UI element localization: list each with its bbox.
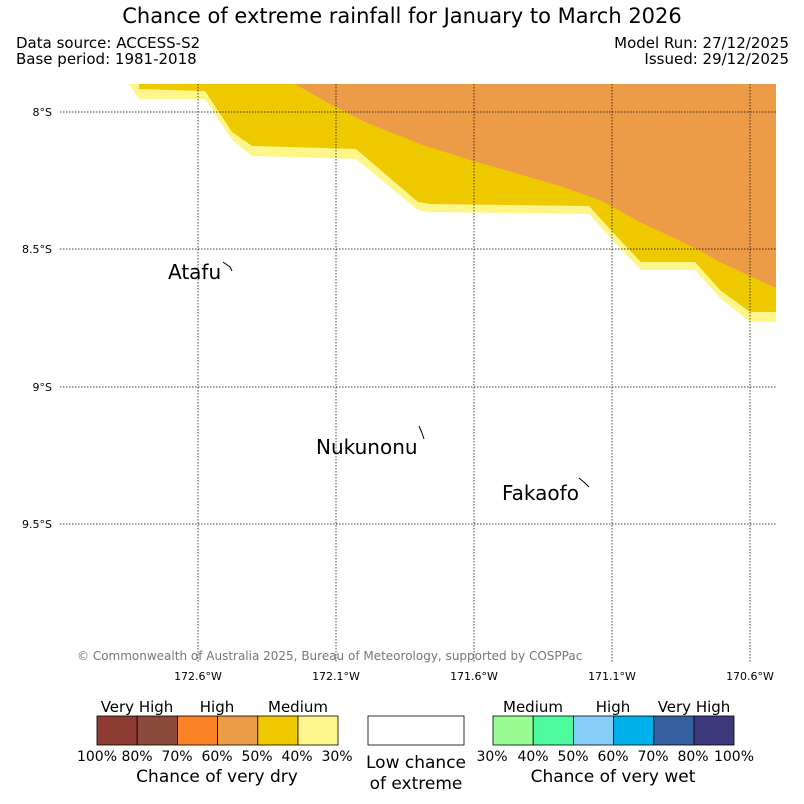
lon-label: 172.6°W [174,670,222,683]
legend-swatch [297,715,339,746]
legend-tick: 80% [677,749,708,765]
nukunonu-outline [418,425,425,440]
legend-swatch [217,715,259,746]
legend-tick: 50% [557,749,588,765]
lon-label: 170.6°W [726,670,774,683]
lon-label: 171.6°W [450,670,498,683]
lat-labels: 8°S 8.5°S 9°S 9.5°S [22,106,52,531]
gridlines [60,84,776,662]
legend-tick: 30% [321,749,352,765]
lon-label: 171.1°W [588,670,636,683]
island-outlines [222,261,590,488]
legend-tick: 60% [597,749,628,765]
legend-swatch [136,715,178,746]
legend-dry-medium: Medium [268,698,328,716]
legend: Very High High Medium 100% 80% 70% 60% 5… [77,698,754,794]
legend-swatch [257,715,299,746]
lon-labels: 172.6°W 172.1°W 171.6°W 171.1°W 170.6°W [174,670,774,683]
lat-label: 9°S [33,381,52,394]
legend-dry: Very High High Medium 100% 80% 70% 60% 5… [77,698,353,787]
legend-swatch [532,715,574,746]
legend-wet: Medium High Very High 30% 40% 50% 60% 70… [476,698,754,787]
legend-tick: 70% [161,749,192,765]
legend-tick: 60% [201,749,232,765]
copyright-notice: © Commonwealth of Australia 2025, Bureau… [77,649,582,663]
legend-swatch [613,715,655,746]
legend-tick: 30% [476,749,507,765]
legend-dry-caption: Chance of very dry [136,767,298,787]
model-run: Model Run: 27/12/2025 [614,34,789,52]
meta-left: Data source: ACCESS-S2 Base period: 1981… [16,35,200,67]
dry-zones [129,84,776,322]
lat-label: 8.5°S [22,243,52,256]
legend-swatch [693,715,735,746]
legend-swatch [176,715,218,746]
legend-low-caption-1: Low chance [366,753,466,773]
legend-dry-very-high: Very High [101,698,174,716]
legend-tick: 40% [281,749,312,765]
legend-tick: 70% [637,749,668,765]
legend-low: Low chance of extreme [366,715,466,794]
fakaofo-outline [578,477,590,488]
legend-tick: 50% [241,749,272,765]
atafu-outline [222,261,233,272]
island-label-atafu: Atafu [168,260,221,284]
lat-label: 8°S [33,106,52,119]
legend-tick: 80% [121,749,152,765]
legend-swatch [653,715,695,746]
legend-wet-caption: Chance of very wet [531,767,696,787]
data-source: Data source: ACCESS-S2 [16,34,201,52]
legend-dry-high: High [200,698,234,716]
legend-low-caption-2: of extreme [370,774,463,794]
base-period: Base period: 1981-2018 [16,50,197,68]
island-label-nukunonu: Nukunonu [316,435,418,459]
legend-low-swatch [367,715,465,746]
legend-tick: 100% [77,749,117,765]
zone-orange [295,84,776,288]
meta-right: Model Run: 27/12/2025 Issued: 29/12/2025 [614,35,789,67]
issued-date: Issued: 29/12/2025 [644,50,789,68]
legend-swatch [96,715,138,746]
legend-wet-medium: Medium [503,698,563,716]
legend-tick: 100% [714,749,754,765]
map-title: Chance of extreme rainfall for January t… [122,4,682,28]
lon-label: 172.1°W [312,670,360,683]
legend-swatch [492,715,534,746]
island-label-fakaofo: Fakaofo [502,481,579,505]
lat-label: 9.5°S [22,518,52,531]
legend-swatch [573,715,615,746]
legend-wet-high: High [596,698,630,716]
legend-tick: 40% [517,749,548,765]
legend-wet-very-high: Very High [658,698,731,716]
